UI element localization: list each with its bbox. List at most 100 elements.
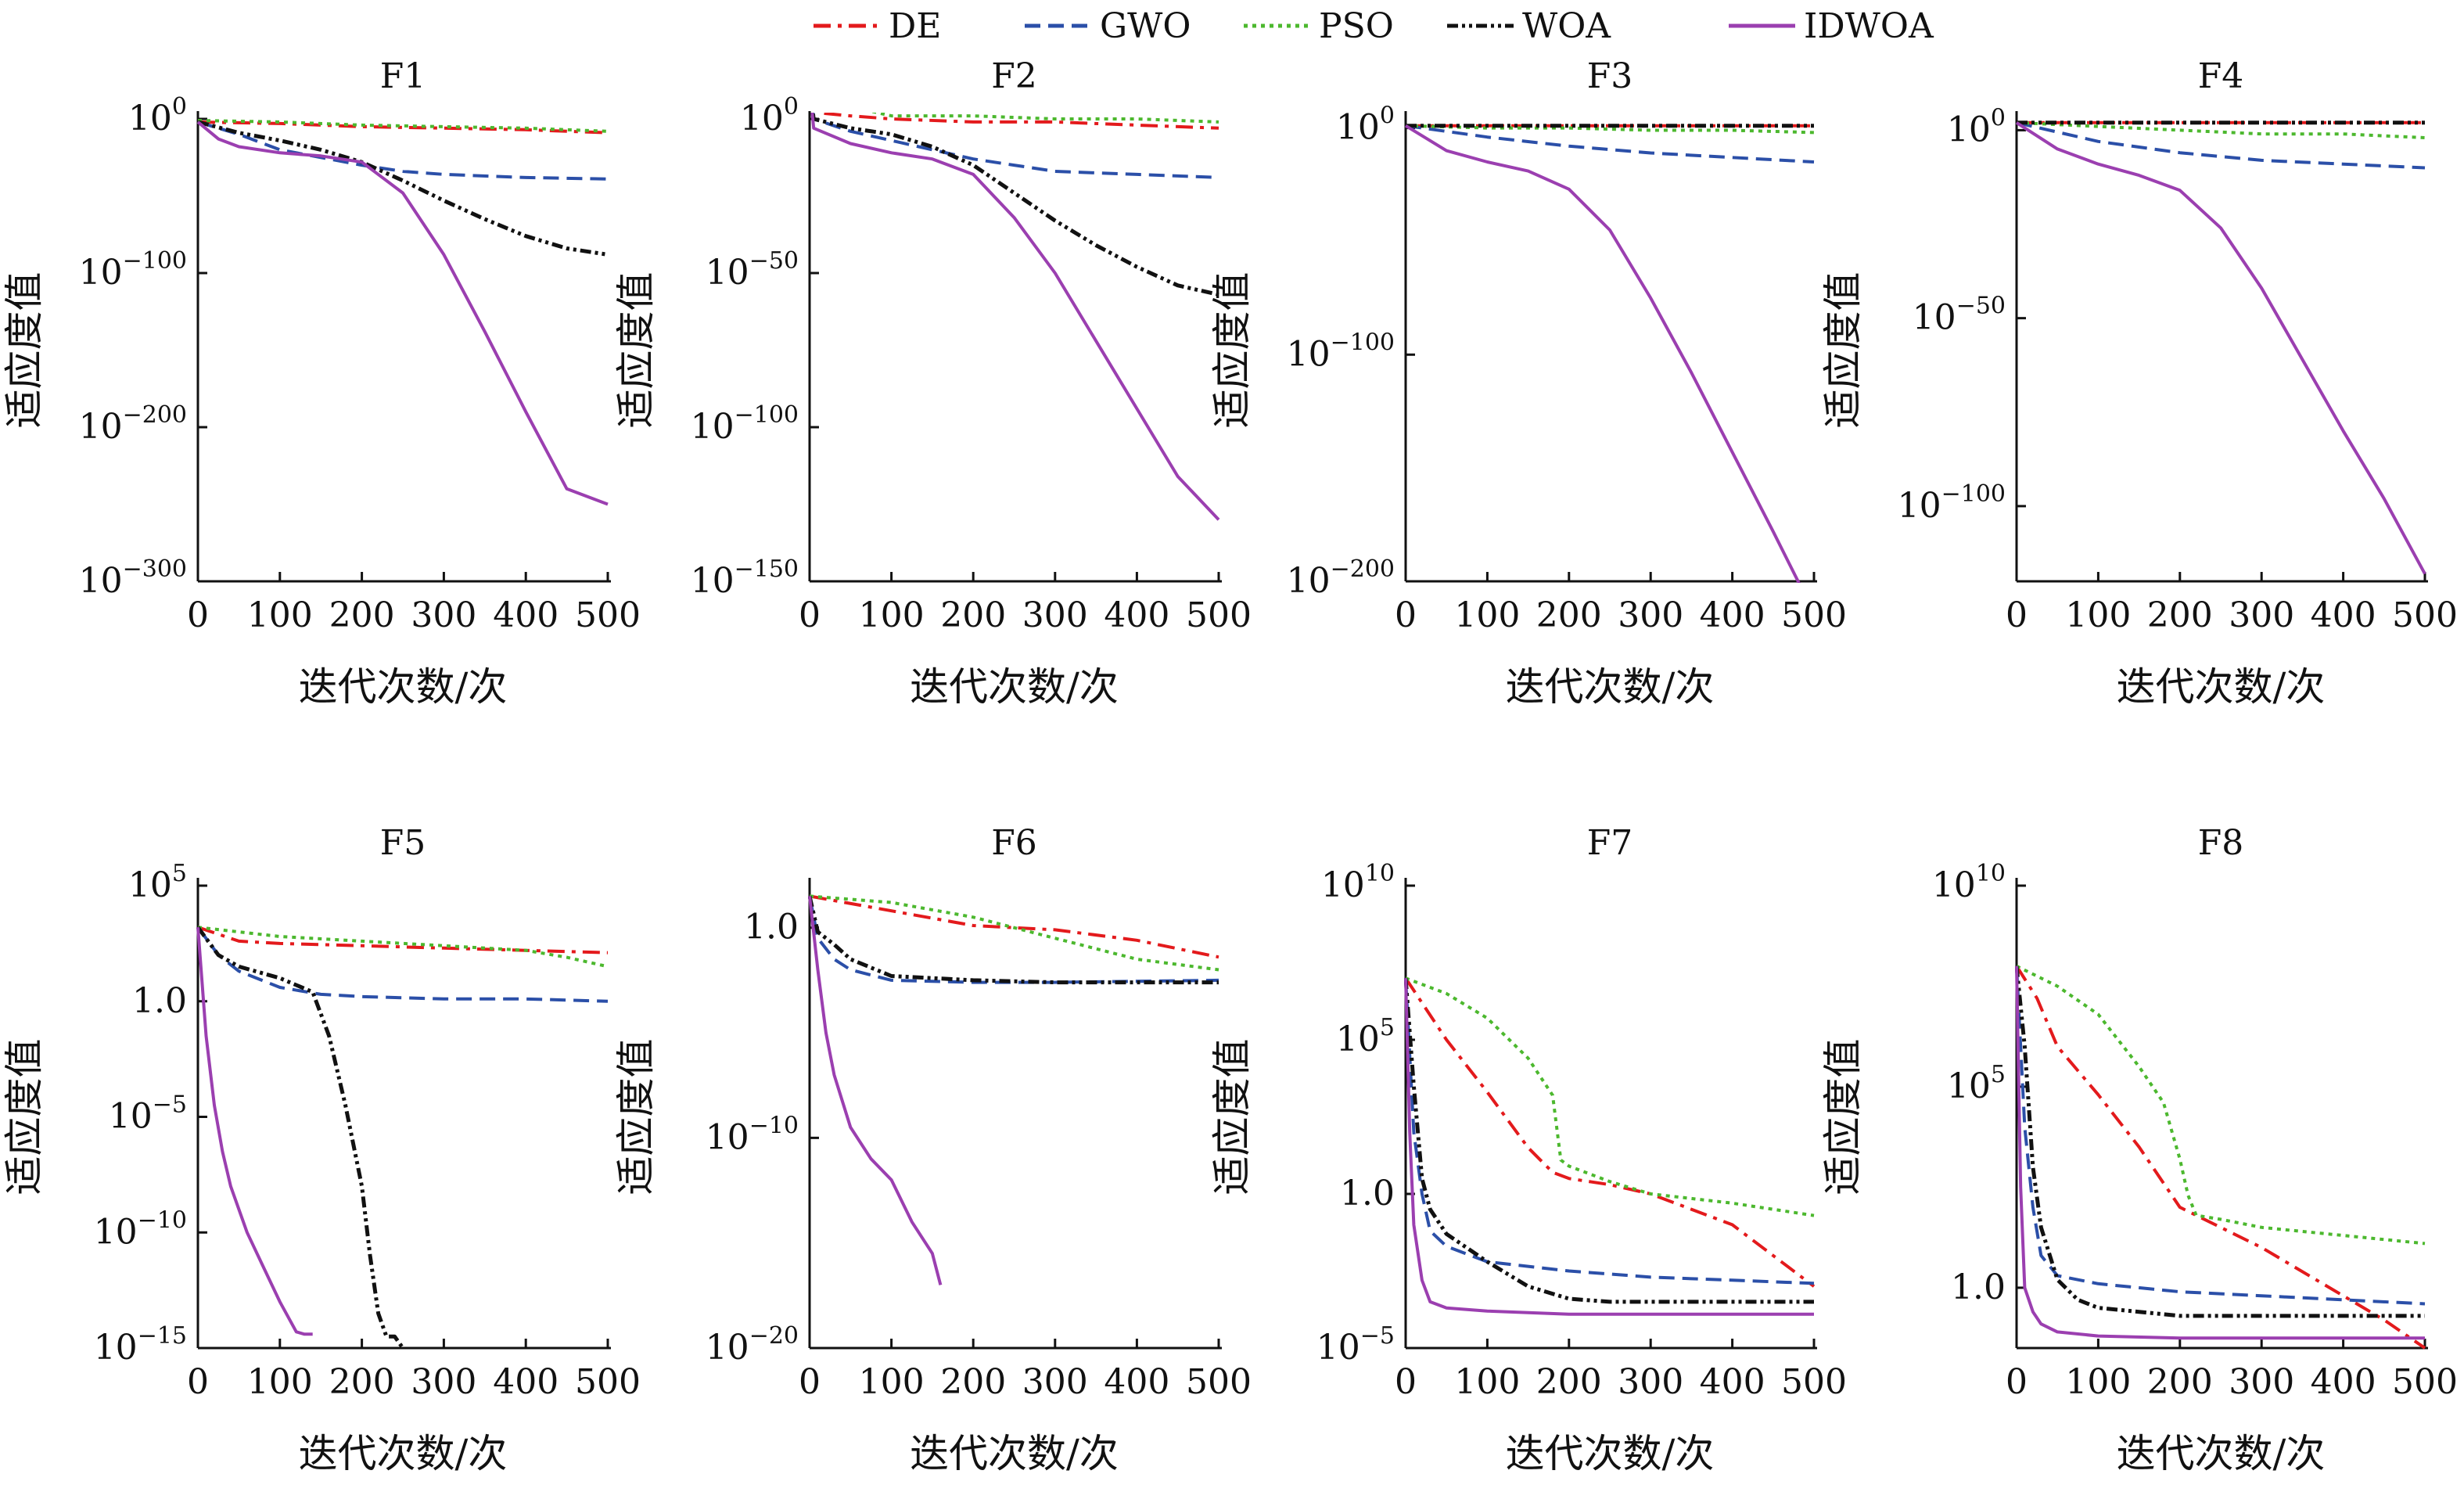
x-tick-label: 0 xyxy=(1395,1362,1417,1402)
y-tick-label: 10−10 xyxy=(706,1112,799,1157)
y-tick-base: 1.0 xyxy=(744,908,799,947)
y-axis-label: 适应度值 xyxy=(1820,1039,1866,1195)
y-tick-exponent: −100 xyxy=(735,401,799,429)
series-line-gwo xyxy=(197,120,609,181)
x-tick-label: 0 xyxy=(2006,595,2028,635)
chart-title: F8 xyxy=(2198,823,2244,863)
x-tick-label: 500 xyxy=(1186,1362,1252,1402)
y-tick-label: 10−150 xyxy=(691,555,799,601)
y-tick-base: 10 xyxy=(1287,561,1331,601)
y-tick-base: 10 xyxy=(1932,865,1976,905)
series-line-woa xyxy=(2015,965,2425,1318)
y-tick-base: 10 xyxy=(1898,486,1941,526)
x-tick-label: 0 xyxy=(2006,1362,2028,1402)
y-tick-exponent: −20 xyxy=(749,1322,799,1350)
x-tick-label: 200 xyxy=(329,1362,395,1402)
y-tick-label: 10−100 xyxy=(691,401,799,447)
x-tick-label: 100 xyxy=(1454,595,1520,635)
y-tick-base: 1.0 xyxy=(1951,1267,2006,1307)
series-group xyxy=(196,119,609,506)
chart-panel-f5: F50 100 200 300 400 5001051.010−510−1010−15迭代… xyxy=(2,823,641,1476)
y-tick-label: 1.0 xyxy=(1951,1267,2006,1307)
x-tick-label: 200 xyxy=(2147,595,2213,635)
y-tick-label: 10−200 xyxy=(1287,555,1395,601)
x-tick-label: 300 xyxy=(1618,1362,1683,1402)
y-tick-label: 100 xyxy=(128,93,187,138)
y-tick-label: 100 xyxy=(1947,104,2006,149)
y-tick-exponent: 0 xyxy=(1380,102,1395,130)
y-tick-base: 10 xyxy=(79,407,123,447)
series-line-pso xyxy=(809,894,1219,972)
x-axis-label: 迭代次数/次 xyxy=(1506,1431,1715,1476)
series-line-woa xyxy=(197,120,609,257)
x-tick-label: 500 xyxy=(1781,1362,1847,1402)
y-tick-label: 105 xyxy=(128,860,187,905)
x-axis-label: 迭代次数/次 xyxy=(2117,1431,2326,1476)
y-tick-label: 1.0 xyxy=(744,908,799,947)
y-tick-label: 105 xyxy=(1947,1061,2006,1106)
legend-label: PSO xyxy=(1319,6,1394,46)
y-tick-label: 10−10 xyxy=(94,1206,187,1252)
y-tick-exponent: −100 xyxy=(1941,480,2006,508)
x-tick-label: 100 xyxy=(247,595,313,635)
legend-entry-woa: WOA xyxy=(1447,6,1611,46)
x-axis-label: 迭代次数/次 xyxy=(299,664,508,710)
y-tick-label: 1.0 xyxy=(132,981,187,1021)
chart-panel-f2: F20 100 200 300 400 50010010−5010−10010−150迭代… xyxy=(613,56,1252,710)
y-tick-label: 10−50 xyxy=(1913,293,2006,338)
y-tick-exponent: 10 xyxy=(1365,860,1395,887)
y-tick-exponent: −100 xyxy=(1331,329,1395,356)
y-tick-base: 10 xyxy=(1316,1328,1360,1368)
y-tick-label: 10−100 xyxy=(1898,480,2006,526)
series-line-de xyxy=(197,926,609,955)
chart-panel-f1: F10 100 200 300 400 50010010−10010−20010−300迭… xyxy=(2,56,641,710)
x-tick-label: 100 xyxy=(2065,1362,2131,1402)
y-tick-base: 10 xyxy=(79,561,123,601)
series-line-de xyxy=(197,120,609,135)
series-line-idwoa xyxy=(196,120,609,506)
series-line-idwoa xyxy=(2015,965,2425,1340)
series-line-gwo xyxy=(196,926,609,1003)
x-tick-label: 400 xyxy=(2311,595,2376,635)
y-tick-exponent: −10 xyxy=(749,1112,799,1139)
series-group xyxy=(2015,965,2426,1350)
series-line-idwoa xyxy=(196,927,313,1336)
y-tick-exponent: −300 xyxy=(123,555,187,583)
series-line-de xyxy=(816,113,1219,130)
x-axis-label: 迭代次数/次 xyxy=(910,1431,1119,1476)
chart-panel-f6: F60 100 200 300 400 5001.010−1010−20迭代次数/次适应度… xyxy=(613,823,1252,1476)
y-axis-label: 适应度值 xyxy=(2,272,47,429)
x-tick-label: 500 xyxy=(575,1362,641,1402)
y-tick-exponent: 0 xyxy=(172,93,187,120)
x-tick-label: 400 xyxy=(2311,1362,2376,1402)
y-tick-exponent: −200 xyxy=(1331,555,1395,583)
y-axis-label: 适应度值 xyxy=(1209,272,1255,429)
x-tick-label: 500 xyxy=(1186,595,1252,635)
series-line-pso xyxy=(197,119,609,133)
x-tick-label: 200 xyxy=(329,595,395,635)
y-tick-base: 10 xyxy=(706,1117,749,1157)
x-tick-label: 500 xyxy=(2392,595,2458,635)
series-line-woa xyxy=(810,113,1219,297)
x-tick-label: 100 xyxy=(859,595,925,635)
series-group xyxy=(196,926,609,1350)
y-tick-exponent: −50 xyxy=(749,247,799,275)
y-axis-label: 适应度值 xyxy=(1820,272,1866,429)
series-group xyxy=(810,113,1220,521)
y-tick-base: 10 xyxy=(109,1097,153,1137)
y-axis-label: 适应度值 xyxy=(613,272,659,429)
series-line-woa xyxy=(196,926,405,1350)
y-tick-exponent: 5 xyxy=(172,860,187,887)
x-tick-label: 100 xyxy=(1454,1362,1520,1402)
chart-title: F5 xyxy=(380,823,426,863)
x-tick-label: 200 xyxy=(1536,595,1602,635)
legend: DE GWO PSO WOA IDWOA xyxy=(814,6,1934,46)
y-tick-base: 10 xyxy=(128,99,172,138)
y-tick-base: 10 xyxy=(1336,1019,1380,1059)
y-tick-exponent: 0 xyxy=(784,93,799,120)
y-tick-exponent: −5 xyxy=(153,1091,187,1119)
x-tick-label: 400 xyxy=(493,1362,559,1402)
series-line-pso xyxy=(1405,976,1815,1217)
